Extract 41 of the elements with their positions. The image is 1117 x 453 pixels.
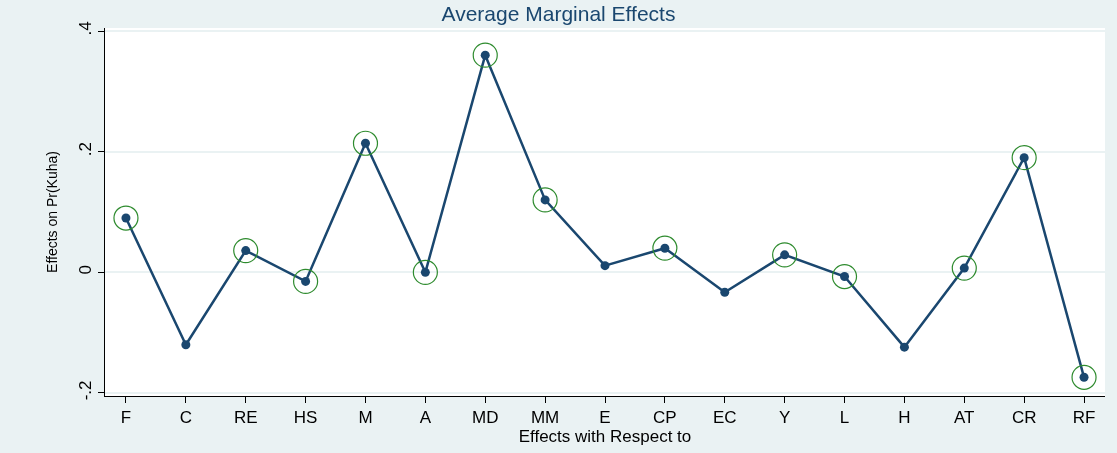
point: [233, 238, 259, 264]
x-tick-label: Y: [778, 408, 791, 428]
y-axis-title: Effects on Pr(Kuha): [43, 151, 60, 273]
x-tick-label: RE: [233, 408, 258, 428]
x-tick-label: CP: [653, 408, 677, 428]
point: [720, 287, 730, 297]
point: [1011, 145, 1037, 171]
y-tick-label: .4: [76, 21, 96, 36]
x-tick-label: CR: [1011, 408, 1037, 428]
y-tick-label: 0: [76, 265, 96, 275]
point: [352, 130, 379, 156]
point: [652, 235, 678, 261]
x-tick-label: HS: [293, 408, 318, 428]
chart-title: Average Marginal Effects: [441, 2, 676, 26]
x-tick-label: M: [358, 408, 373, 428]
point: [1071, 364, 1097, 390]
x-tick-label: E: [599, 408, 611, 428]
point: [412, 259, 438, 285]
point: [951, 255, 977, 281]
x-tick-label: RF: [1072, 408, 1096, 428]
point: [181, 340, 191, 350]
x-tick-label: EC: [712, 408, 737, 428]
x-tick-label: A: [419, 408, 432, 428]
x-axis-title: Effects with Respect to: [518, 427, 692, 447]
x-tick-label: H: [898, 408, 911, 428]
x-tick-label: F: [120, 408, 132, 428]
y-tick-label: -.2: [76, 380, 96, 401]
x-tick-label: C: [179, 408, 192, 428]
x-tick-label: AT: [954, 408, 975, 428]
point: [600, 261, 610, 271]
point: [772, 242, 798, 268]
x-tick-label: L: [839, 408, 850, 428]
point: [532, 187, 558, 213]
point: [113, 205, 139, 231]
y-tick-label: .2: [76, 142, 96, 157]
point: [899, 342, 909, 352]
point: [293, 268, 319, 294]
x-tick-label: MM: [530, 408, 560, 428]
point: [831, 263, 858, 290]
point: [472, 42, 498, 68]
x-tick-label: MD: [472, 408, 499, 428]
